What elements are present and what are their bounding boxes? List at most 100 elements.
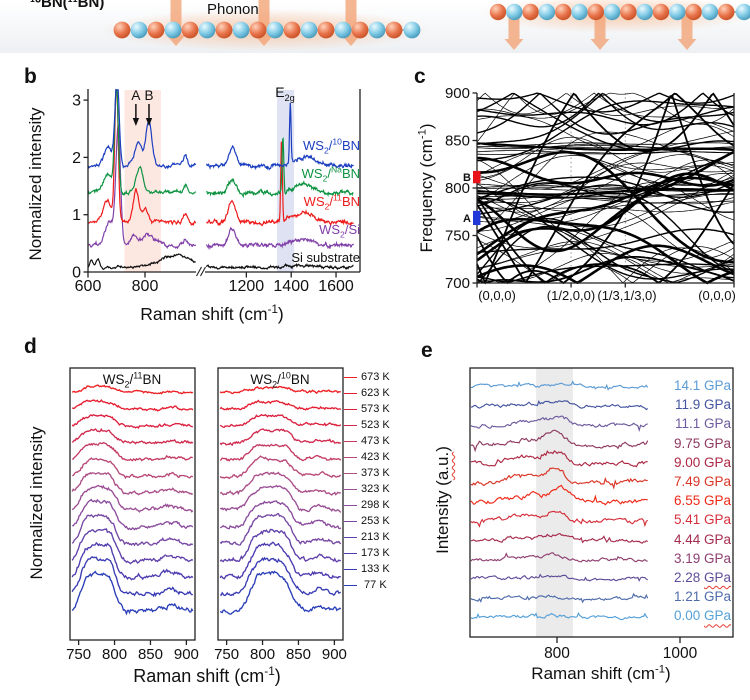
mode-marker xyxy=(473,210,481,226)
legend-label: 133 K xyxy=(361,563,390,575)
legend-swatch xyxy=(344,408,357,410)
svg-text:(1/2,0,0): (1/2,0,0) xyxy=(547,288,595,303)
legend-label: 373 K xyxy=(361,467,390,479)
pressure-label: 5.41 GPa xyxy=(673,512,731,528)
pressure-label: 0.00 GPa xyxy=(673,608,731,624)
panel-c-phonon-dispersion: 700 750 800 850 900 (0,0,0) (1/2,0,0) (1/3,1/3,… xyxy=(445,85,736,303)
legend-label: 77 K xyxy=(361,579,387,591)
temperature-curves xyxy=(219,385,342,615)
phonon-label: Phonon xyxy=(207,1,259,18)
pressure-label: 11.9 GPa xyxy=(674,397,731,413)
panel-e-xlabel: Raman shift (cm-1) xyxy=(531,663,671,683)
svg-text:1600: 1600 xyxy=(318,278,354,295)
legend-label: 323 K xyxy=(361,483,390,495)
legend-label: 423 K xyxy=(361,451,390,463)
pressure-label: 1.21 GPa xyxy=(673,589,731,605)
pressure-label: 7.49 GPa xyxy=(673,474,731,489)
svg-text:850: 850 xyxy=(286,646,311,663)
phonon-schematic: ¹⁰BN(¹¹BN) Phonon xyxy=(0,0,750,53)
e2g-annotation: E2g xyxy=(275,84,295,103)
panel-d-temperature-raman: 750 800 850 900 750 800 850 900 xyxy=(66,367,347,663)
legend-item: 673 K xyxy=(344,369,390,385)
svg-text:750: 750 xyxy=(214,646,239,663)
phonon-branches xyxy=(476,92,735,285)
series-label: WS2/10BN xyxy=(303,136,360,156)
legend-label: 473 K xyxy=(361,435,390,447)
legend-swatch xyxy=(344,392,357,394)
svg-text:750: 750 xyxy=(445,228,470,245)
panel-e-pressure-raman: 800 1000 xyxy=(469,367,734,662)
legend-swatch xyxy=(344,456,357,458)
legend-item: 623 K xyxy=(344,385,390,401)
series-label: WS2/NaBN xyxy=(301,164,360,184)
legend-item: 213 K xyxy=(344,529,390,545)
svg-text:850: 850 xyxy=(138,646,163,663)
panel-b-raman-plot: 0 1 2 3 600 800 1200 1400 1600 A B xyxy=(72,88,361,295)
legend-label: 173 K xyxy=(361,547,390,559)
svg-text:900: 900 xyxy=(174,646,199,663)
legend-item: 298 K xyxy=(344,497,390,513)
series-label: WS2/11BN xyxy=(303,192,360,212)
panel-d-letter: d xyxy=(24,335,37,358)
temperature-legend: 673 K 623 K 573 K 523 K 473 K 423 K 373 K 323 K… xyxy=(344,369,390,593)
svg-text:600: 600 xyxy=(75,278,102,295)
svg-text:800: 800 xyxy=(132,278,159,295)
panel-d-xlabel: Raman shift (cm-1) xyxy=(133,664,281,686)
svg-text:A: A xyxy=(463,213,471,225)
svg-text:800: 800 xyxy=(445,180,470,197)
legend-swatch xyxy=(344,488,357,490)
legend-swatch xyxy=(344,376,357,378)
isotope-label: ¹⁰BN(¹¹BN) xyxy=(30,0,105,11)
series-label: Si substrate xyxy=(291,250,360,265)
svg-text:3: 3 xyxy=(72,93,81,110)
legend-label: 523 K xyxy=(361,419,390,431)
legend-item: 573 K xyxy=(344,401,390,417)
panel-c-ylabel: Frequency (cm-1) xyxy=(416,123,436,253)
series-label: WS2/Si xyxy=(319,222,360,240)
svg-text:750: 750 xyxy=(66,646,91,663)
svg-text:900: 900 xyxy=(445,85,470,102)
mode-marker xyxy=(473,170,481,184)
axes xyxy=(83,89,361,278)
panel-e-ylabel: Intensity (a.u.) xyxy=(433,446,452,554)
pressure-label: 9.00 GPa xyxy=(673,454,731,470)
legend-swatch xyxy=(344,424,357,426)
pressure-label: 4.44 GPa xyxy=(673,531,731,547)
panel-b-letter: b xyxy=(24,65,37,88)
temperature-curves xyxy=(71,384,194,616)
svg-text:B: B xyxy=(144,88,153,103)
legend-swatch xyxy=(344,584,357,586)
svg-text:0: 0 xyxy=(72,265,81,282)
svg-text:(0,0,0): (0,0,0) xyxy=(698,288,736,303)
legend-item: 523 K xyxy=(344,417,390,433)
panel-d-right-title: WS2/10BN xyxy=(250,370,310,390)
legend-swatch xyxy=(344,472,357,474)
legend-swatch xyxy=(344,440,357,442)
legend-item: 173 K xyxy=(344,545,390,561)
svg-text:700: 700 xyxy=(445,275,470,292)
svg-text:800: 800 xyxy=(102,646,127,663)
legend-item: 253 K xyxy=(344,513,390,529)
svg-text:1200: 1200 xyxy=(229,278,265,295)
legend-item: 77 K xyxy=(344,577,390,593)
legend-item: 423 K xyxy=(344,449,390,465)
svg-text:850: 850 xyxy=(445,133,470,150)
legend-label: 298 K xyxy=(361,499,390,511)
raman-spectra-curves xyxy=(87,89,355,271)
pressure-label: 11.1 GPa xyxy=(674,416,731,432)
legend-item: 133 K xyxy=(344,561,390,577)
svg-text:(0,0,0): (0,0,0) xyxy=(478,288,516,303)
panel-d-ylabel: Normalized intensity xyxy=(27,426,46,580)
panel-b-xlabel: Raman shift (cm-1) xyxy=(140,304,284,324)
pressure-curves xyxy=(470,380,649,621)
legend-item: 473 K xyxy=(344,433,390,449)
svg-text:800: 800 xyxy=(250,646,275,663)
legend-label: 573 K xyxy=(361,403,390,415)
legend-swatch xyxy=(344,536,357,538)
legend-label: 253 K xyxy=(361,515,390,527)
legend-label: 213 K xyxy=(361,531,390,543)
atom-chain-graphic xyxy=(100,0,750,51)
svg-text:900: 900 xyxy=(322,646,347,663)
legend-swatch xyxy=(344,504,357,506)
svg-text:2: 2 xyxy=(72,150,81,167)
